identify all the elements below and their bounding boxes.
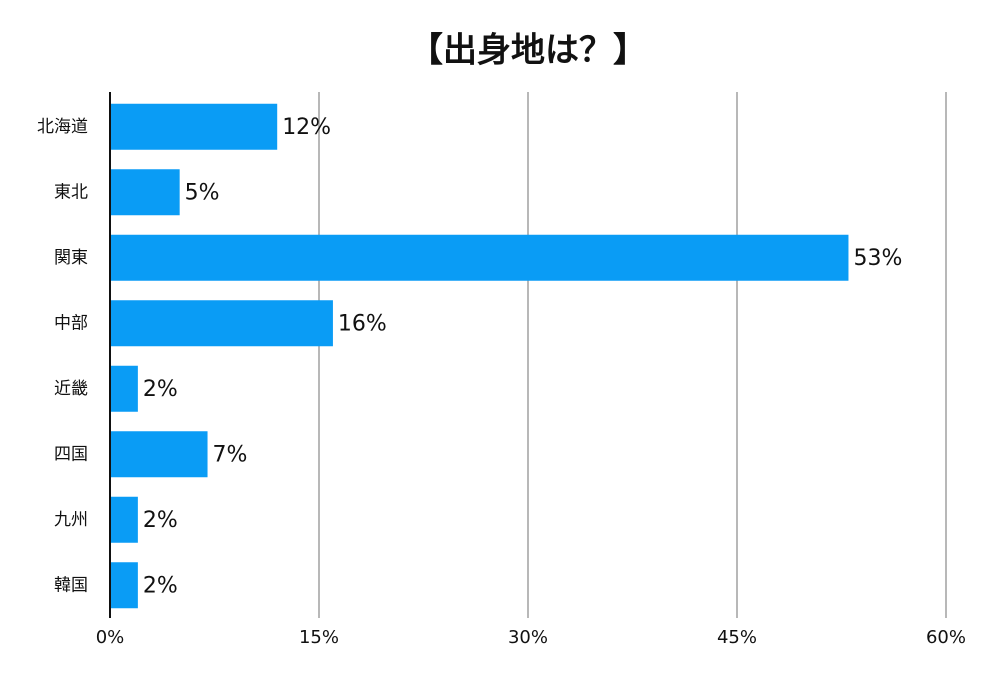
- bar: [110, 169, 180, 216]
- y-tick-label: 四国: [54, 444, 88, 464]
- x-tick-label: 0%: [96, 627, 125, 648]
- y-tick-label: 韓国: [54, 575, 88, 595]
- y-tick-label: 中部: [54, 313, 88, 333]
- chart-title: 【出身地は？】: [409, 31, 647, 71]
- value-label: 12%: [282, 115, 331, 140]
- bar: [110, 365, 138, 412]
- value-label: 5%: [185, 180, 220, 205]
- bar: [110, 103, 278, 150]
- bar: [110, 234, 849, 281]
- x-tick-label: 45%: [717, 627, 757, 648]
- value-label: 2%: [143, 377, 178, 402]
- y-tick-label: 九州: [54, 510, 88, 530]
- bar: [110, 300, 333, 347]
- x-tick-label: 15%: [299, 627, 339, 648]
- value-label: 53%: [853, 246, 902, 271]
- value-label: 16%: [338, 311, 387, 336]
- y-tick-label: 北海道: [37, 117, 88, 137]
- value-label: 2%: [143, 573, 178, 598]
- x-tick-label: 60%: [926, 627, 966, 648]
- x-tick-label: 30%: [508, 627, 548, 648]
- y-tick-label: 関東: [54, 248, 88, 268]
- value-label: 2%: [143, 508, 178, 533]
- bar: [110, 562, 138, 609]
- bar: [110, 496, 138, 543]
- bar: [110, 431, 208, 478]
- y-tick-label: 東北: [54, 182, 88, 202]
- y-tick-label: 近畿: [54, 379, 88, 399]
- value-label: 7%: [213, 442, 248, 467]
